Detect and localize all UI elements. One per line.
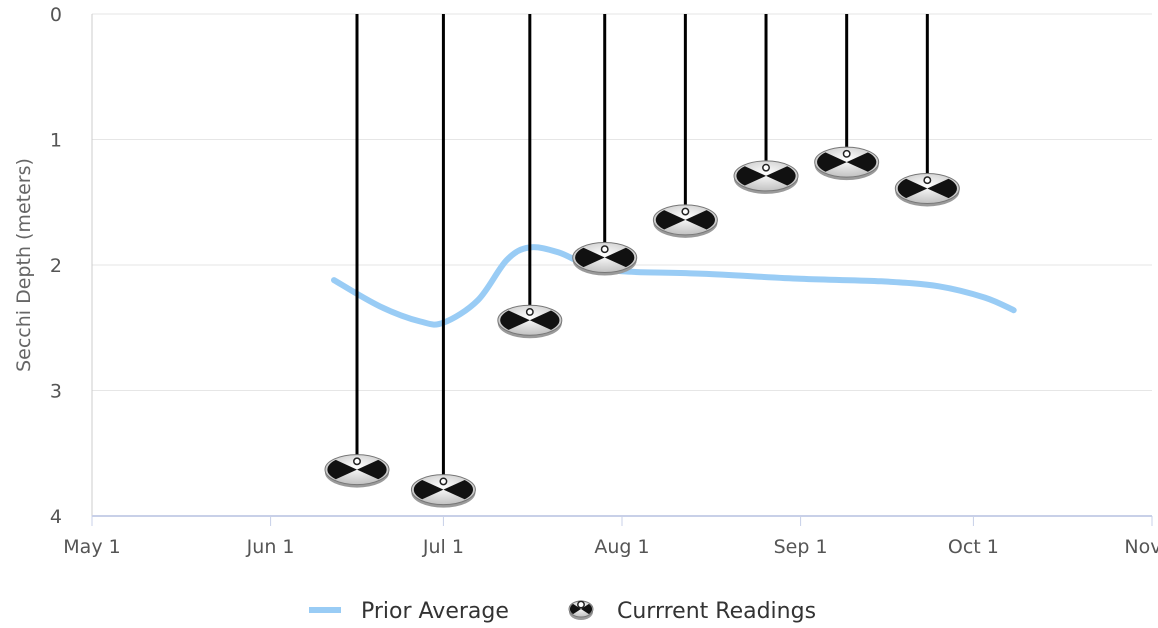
secchi-disk-eyelet: [681, 207, 690, 216]
secchi-disk-eyelet: [600, 245, 609, 254]
secchi-disk-eyelet: [762, 163, 770, 172]
secchi-disk-eyelet: [923, 176, 932, 185]
secchi-disk-quadrant: [604, 247, 635, 268]
x-tick-label: Nov 1: [1124, 536, 1158, 558]
current-reading-marker[interactable]: [572, 241, 638, 276]
secchi-disk-quadrant: [569, 603, 581, 615]
x-tick-label: Aug 1: [594, 536, 649, 558]
secchi-disk-quadrant: [766, 166, 796, 186]
secchi-disk-quadrant: [685, 210, 715, 230]
secchi-disk-quadrant: [413, 479, 444, 500]
secchi-disk-quadrant: [357, 459, 387, 480]
secchi-disk-icon: [568, 600, 594, 620]
x-tick-label: Jun 1: [246, 536, 295, 558]
secchi-disk-quadrant: [897, 178, 928, 199]
secchi-disk-quadrant: [927, 178, 957, 199]
y-tick-label: 2: [50, 255, 62, 277]
current-reading-marker[interactable]: [324, 454, 390, 488]
current-reading-marker[interactable]: [733, 160, 799, 194]
secchi-disk-quadrant: [846, 152, 877, 172]
y-tick-label: 4: [50, 506, 62, 528]
current-reading-marker[interactable]: [814, 146, 880, 181]
secchi-disk-quadrant: [529, 310, 560, 330]
current-reading-marker[interactable]: [497, 304, 563, 339]
secchi-disk-quadrant: [575, 247, 605, 268]
secchi-disk-quadrant: [327, 459, 357, 480]
current-reading-marker[interactable]: [410, 474, 476, 508]
legend-current-readings-label[interactable]: Currrent Readings: [617, 599, 816, 624]
secchi-disk-quadrant: [736, 166, 767, 186]
secchi-disk-quadrant: [581, 603, 593, 615]
x-tick-label: May 1: [63, 536, 120, 558]
y-tick-label: 1: [50, 130, 62, 152]
y-tick-label: 3: [50, 381, 62, 403]
x-tick-label: Jul 1: [422, 536, 464, 558]
legend-prior-average-label[interactable]: Prior Average: [361, 599, 509, 624]
secchi-disk-eyelet: [353, 457, 361, 466]
legend-current-readings-swatch[interactable]: [568, 600, 594, 620]
current-reading-marker[interactable]: [894, 172, 960, 207]
secchi-disk-quadrant: [500, 310, 530, 330]
secchi-disk-eyelet: [525, 308, 534, 316]
prior-average-line[interactable]: [331, 244, 1017, 328]
current-reading-marker[interactable]: [652, 204, 718, 238]
secchi-disk-quadrant: [655, 210, 686, 230]
secchi-disk-eyelet: [439, 477, 448, 486]
secchi-disk-quadrant: [443, 479, 474, 500]
secchi-disk-eyelet: [577, 600, 585, 609]
y-axis-title: Secchi Depth (meters): [13, 158, 35, 372]
secchi-disk-quadrant: [817, 152, 847, 172]
x-tick-label: Oct 1: [948, 536, 999, 558]
secchi-disk-eyelet: [842, 149, 851, 158]
x-tick-label: Sep 1: [774, 536, 828, 558]
y-tick-label: 0: [50, 4, 62, 26]
